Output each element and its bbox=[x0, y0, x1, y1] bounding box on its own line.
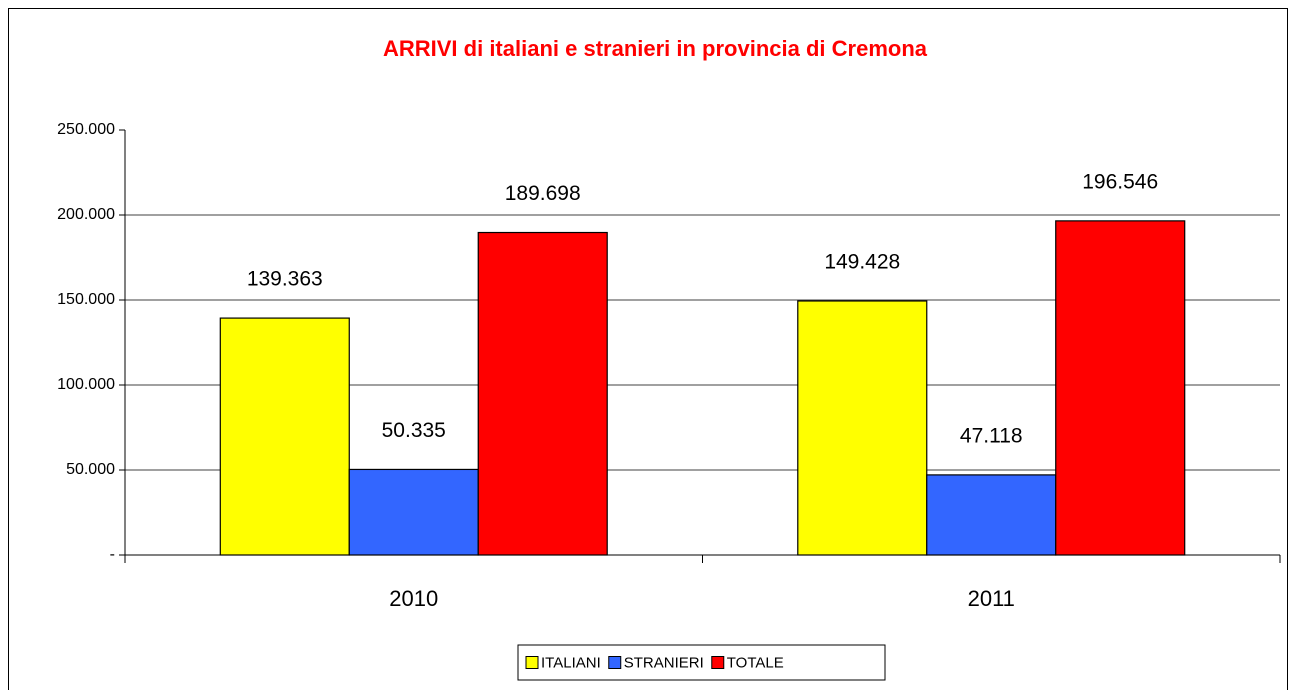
y-tick-label: 100.000 bbox=[57, 376, 115, 393]
bar bbox=[1055, 220, 1186, 556]
value-label: 149.428 bbox=[824, 251, 900, 274]
value-label: 196.546 bbox=[1082, 170, 1158, 193]
bar bbox=[797, 300, 928, 556]
legend-label: TOTALE bbox=[727, 654, 784, 671]
bar bbox=[477, 231, 608, 556]
legend-swatch bbox=[608, 656, 622, 669]
legend-swatch bbox=[711, 656, 725, 669]
y-tick-label: 50.000 bbox=[66, 461, 115, 478]
value-label: 50.335 bbox=[382, 419, 446, 442]
legend-label: ITALIANI bbox=[541, 654, 601, 671]
value-label: 47.118 bbox=[960, 424, 1023, 447]
bar bbox=[219, 317, 350, 556]
y-tick-label: 150.000 bbox=[57, 291, 115, 308]
legend-swatch bbox=[525, 656, 539, 669]
value-label: 139.363 bbox=[247, 268, 323, 291]
x-tick-label: 2010 bbox=[389, 586, 438, 611]
y-tick-label: 250.000 bbox=[57, 121, 115, 138]
value-label: 189.698 bbox=[505, 182, 581, 205]
x-tick-label: 2011 bbox=[968, 586, 1015, 611]
bar bbox=[926, 474, 1057, 556]
legend-box bbox=[517, 644, 886, 681]
y-tick-label: - bbox=[110, 546, 115, 563]
legend-label: STRANIERI bbox=[624, 654, 704, 671]
chart-title: ARRIVI di italiani e stranieri in provin… bbox=[383, 36, 928, 61]
bar bbox=[348, 468, 479, 556]
y-tick-label: 200.000 bbox=[57, 206, 115, 223]
